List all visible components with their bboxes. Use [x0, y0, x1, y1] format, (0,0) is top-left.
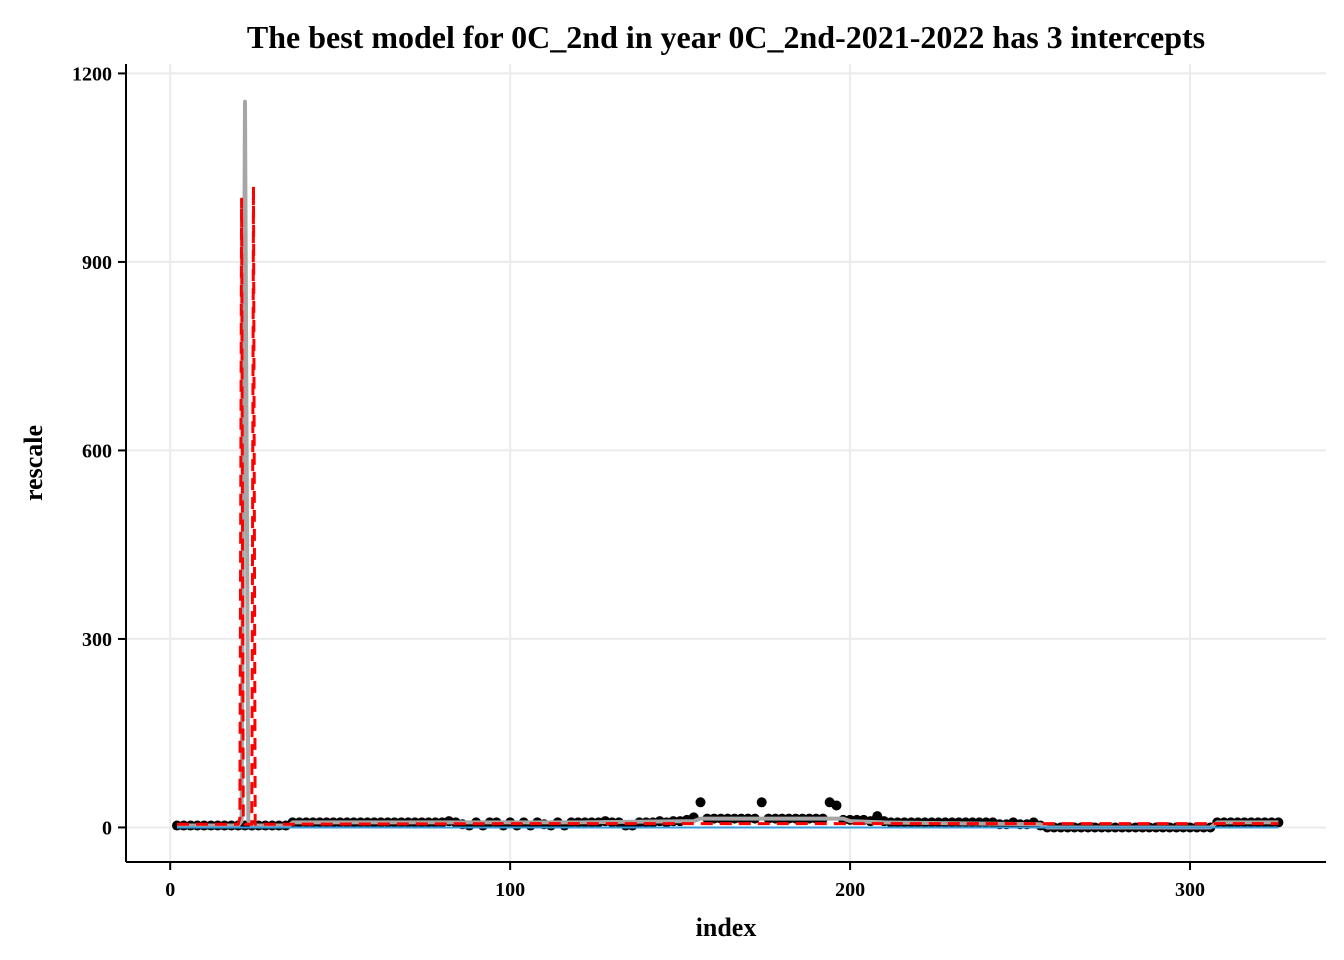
x-axis-label: index	[696, 913, 757, 942]
data-point	[756, 797, 767, 808]
y-tick-label: 1200	[72, 63, 112, 85]
grid	[126, 64, 1326, 862]
x-tick-label: 0	[165, 879, 175, 901]
y-tick-label: 900	[82, 252, 112, 274]
x-tick-label: 100	[495, 879, 525, 901]
x-tick-label: 200	[835, 879, 865, 901]
gray-fit-line	[176, 99, 1279, 830]
axis-ticks: 0 100 200 300 0 300 600 900 1200	[72, 63, 1205, 901]
y-tick-label: 300	[82, 629, 112, 651]
y-axis-label: rescale	[19, 425, 48, 501]
y-tick-label: 600	[82, 440, 112, 462]
chart-title: The best model for 0C_2nd in year 0C_2nd…	[247, 19, 1205, 55]
y-tick-label: 0	[102, 817, 112, 839]
plot-area	[171, 99, 1284, 833]
x-tick-label: 300	[1175, 879, 1205, 901]
red-dashed-model-line	[176, 185, 1279, 826]
data-point	[695, 797, 706, 808]
data-point	[831, 800, 842, 811]
